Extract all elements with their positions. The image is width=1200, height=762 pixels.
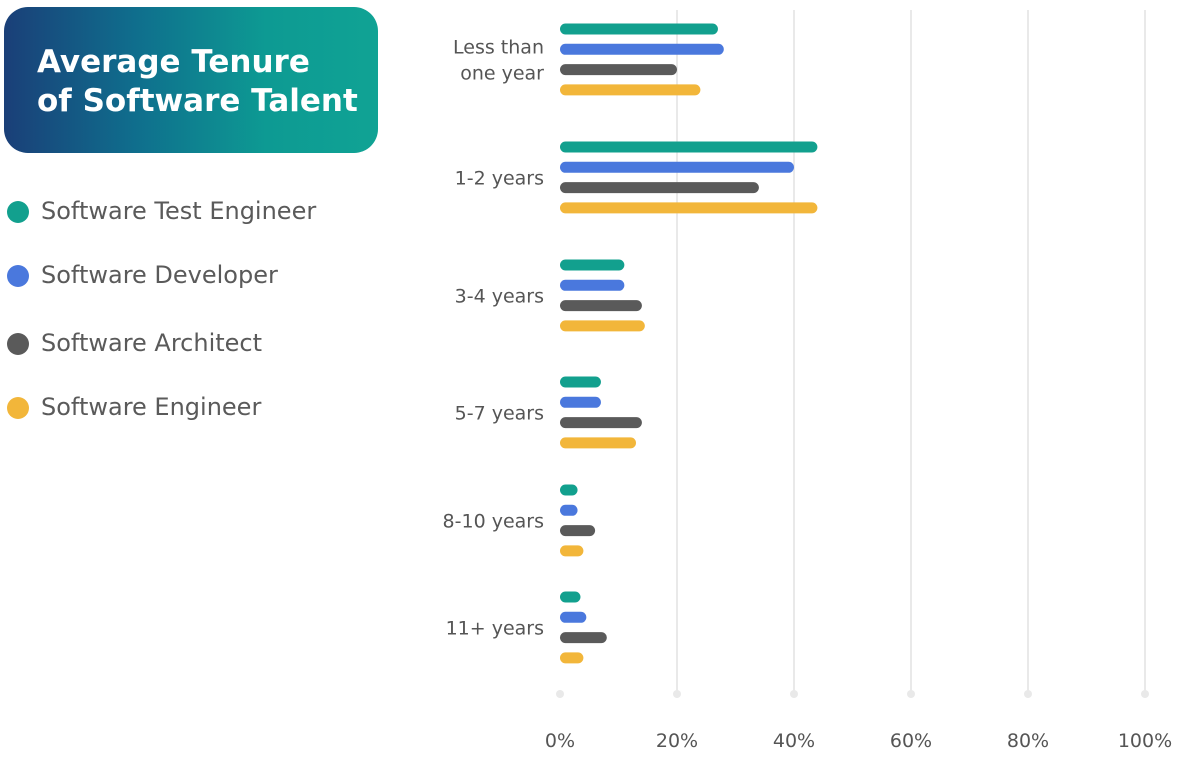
bar [560, 632, 607, 644]
bar [560, 504, 578, 516]
category-label: 5-7 years [455, 402, 544, 424]
bar [560, 161, 794, 173]
bar [560, 591, 581, 603]
chart-title-line-1: Average Tenure [37, 44, 310, 80]
gridline-dot [907, 690, 915, 698]
legend-swatch [7, 333, 29, 355]
bar [560, 484, 578, 496]
category-label: 11+ years [446, 617, 544, 639]
bar [560, 202, 818, 214]
gridline-dot [1141, 690, 1149, 698]
bar [560, 545, 584, 557]
gridline-dot [1024, 690, 1032, 698]
chart-title-card: Average Tenure of Software Talent [4, 7, 378, 153]
chart-title-line-2: of Software Talent [37, 83, 358, 119]
bar [560, 437, 637, 449]
bar [560, 43, 724, 55]
category-label: Less than [453, 36, 544, 58]
bar [560, 396, 601, 408]
bar [560, 64, 677, 76]
x-tick-label: 100% [1118, 730, 1172, 752]
x-tick-label: 80% [1007, 730, 1049, 752]
x-tick-label: 40% [773, 730, 815, 752]
gridline-dot [790, 690, 798, 698]
bar [560, 376, 601, 388]
bar [560, 417, 642, 429]
bar [560, 525, 596, 537]
category-label: 8-10 years [443, 510, 544, 532]
legend-label: Software Engineer [41, 393, 262, 421]
category-label: 1-2 years [455, 167, 544, 189]
bar [560, 259, 625, 271]
bar [560, 652, 584, 664]
bar [560, 182, 759, 194]
bar [560, 84, 701, 96]
bar [560, 611, 587, 623]
legend-swatch [7, 265, 29, 287]
legend-label: Software Developer [41, 261, 278, 289]
legend-label: Software Architect [41, 329, 263, 357]
bar [560, 141, 818, 153]
x-tick-label: 0% [545, 730, 575, 752]
category-label: 3-4 years [455, 285, 544, 307]
legend-label: Software Test Engineer [41, 197, 317, 225]
x-tick-label: 60% [890, 730, 932, 752]
gridline-dot [556, 690, 564, 698]
legend-swatch [7, 201, 29, 223]
bar [560, 23, 718, 35]
bar [560, 320, 645, 332]
category-label: one year [460, 62, 544, 84]
legend-swatch [7, 397, 29, 419]
bar [560, 300, 642, 312]
bar [560, 279, 625, 291]
gridline-dot [673, 690, 681, 698]
x-tick-label: 20% [656, 730, 698, 752]
